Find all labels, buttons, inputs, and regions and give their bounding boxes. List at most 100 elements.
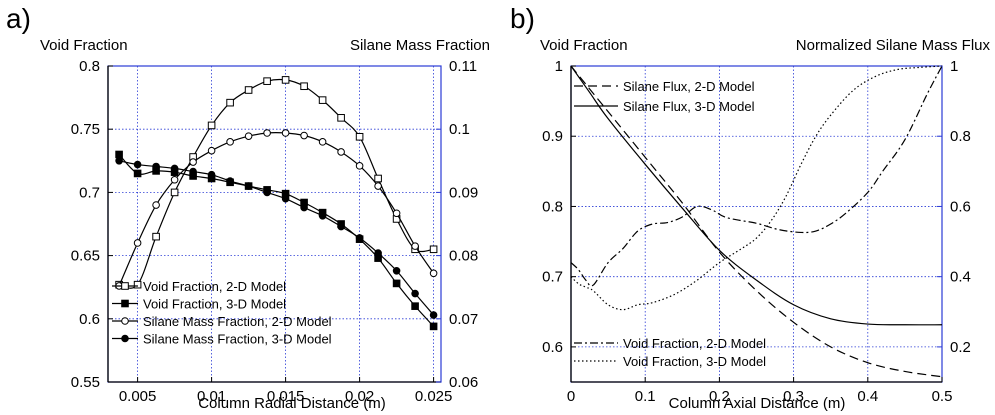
bottom-tick-label: 0.2: [709, 388, 730, 405]
bottom-tick-label: 0: [567, 388, 575, 405]
panel-a-xlabel: Column Radial Distance (m): [198, 395, 386, 412]
legend-label: Void Fraction, 2-D Model: [623, 336, 766, 351]
data-point: [263, 129, 271, 137]
right-tick-label: 0.6: [950, 198, 971, 215]
right-tick-label: 0.11: [449, 58, 477, 75]
data-point: [355, 132, 364, 141]
series-3: [570, 65, 943, 311]
right-tick-label: 0.07: [449, 311, 478, 328]
data-point: [392, 279, 401, 288]
data-point: [207, 170, 216, 179]
data-point: [133, 280, 142, 289]
series-line: [570, 65, 943, 287]
bottom-tick-label: 0.02: [345, 388, 374, 405]
bottom-tick-label: 0.1: [635, 388, 656, 405]
legend-label: Silane Flux, 3-D Model: [623, 99, 755, 114]
panel-b-ylabel: Void Fraction: [540, 37, 628, 54]
data-point: [429, 269, 438, 278]
series-0: [115, 76, 438, 289]
left-tick-label: 0.6: [79, 311, 100, 328]
legend-label: Void Fraction, 3-D Model: [143, 297, 286, 312]
data-point: [189, 167, 197, 176]
series-line: [118, 78, 434, 289]
data-point: [392, 266, 401, 275]
left-tick-label: 0.7: [79, 184, 100, 201]
bottom-tick-label: 0.01: [197, 388, 226, 405]
data-point: [115, 150, 123, 159]
data-point: [392, 209, 401, 218]
data-point: [318, 138, 327, 146]
right-axis-ticks: 0.2 0.4 0.6 0.8 1: [937, 58, 971, 356]
bottom-tick-label: 0.3: [783, 388, 804, 405]
legend-marker: [121, 299, 129, 308]
data-point: [189, 158, 197, 166]
series-line: [570, 65, 943, 311]
series-line: [570, 65, 943, 378]
data-point: [318, 96, 327, 104]
panel-b-xlabel: Column Axial Distance (m): [669, 395, 846, 412]
legend-label: Silane Flux, 2-D Model: [623, 79, 755, 94]
panel-b-letter: b): [510, 3, 535, 34]
data-point: [374, 249, 382, 257]
legend-label: Void Fraction, 3-D Model: [623, 354, 766, 369]
data-point: [244, 86, 253, 94]
data-point: [263, 188, 271, 197]
series-1: [570, 65, 943, 326]
left-tick-label: 0.55: [71, 374, 100, 391]
plot-a: 0.55 0.6 0.65 0.7 0.75 0.8 0.06 0.07 0.08 0.09 0.1…: [71, 58, 478, 405]
data-point: [133, 160, 142, 169]
right-tick-label: 0.1: [449, 121, 470, 138]
series-0: [570, 65, 943, 378]
panel-b: b) Void Fraction Normalized Silane Mass …: [510, 3, 990, 412]
data-point: [244, 132, 253, 140]
bottom-tick-label: 0.5: [932, 388, 953, 405]
series-3: [115, 157, 438, 319]
legend-label: Silane Mass Fraction, 2-D Model: [143, 314, 332, 329]
plot-b: 0.60.70.80.910.20.40.60.810 0.1 0.2 0.3 0.4 0…: [542, 58, 971, 405]
left-tick-label: 0.7: [542, 269, 563, 286]
data-point: [152, 162, 160, 171]
data-point: [170, 175, 179, 184]
legend-0: Void Fraction, 2-D Model Void Fraction, 3…: [112, 279, 332, 347]
left-axis-ticks: 0.55 0.6 0.65 0.7 0.75 0.8: [71, 58, 113, 391]
data-point: [355, 162, 364, 170]
data-point: [429, 245, 438, 254]
data-point: [263, 77, 271, 85]
panel-a-letter: a): [6, 3, 31, 34]
right-tick-label: 0.08: [449, 248, 478, 265]
data-point: [226, 177, 234, 185]
data-point: [374, 182, 382, 190]
bottom-axis-ticks: 0.005 0.01 0.015 0.02 0.025: [119, 377, 453, 405]
left-tick-label: 0.8: [542, 198, 563, 215]
data-point: [300, 203, 308, 212]
data-point: [170, 188, 179, 197]
left-axis-ticks: 0.6 0.7 0.8 0.9 1: [542, 58, 576, 356]
data-point: [281, 194, 290, 203]
data-point: [429, 311, 438, 319]
data-point: [411, 302, 419, 310]
right-tick-label: 0.06: [449, 374, 478, 391]
left-tick-label: 1: [555, 58, 563, 75]
data-point: [133, 239, 142, 247]
data-point: [374, 174, 382, 183]
data-point: [152, 201, 160, 209]
data-point: [115, 157, 123, 165]
data-point: [429, 322, 438, 331]
data-point: [300, 131, 308, 140]
bottom-tick-label: 0.025: [415, 388, 453, 405]
bottom-tick-label: 0.005: [119, 388, 157, 405]
data-point: [170, 164, 179, 173]
data-point: [281, 129, 290, 137]
data-point: [411, 242, 419, 250]
data-point: [337, 148, 345, 156]
data-point: [337, 222, 345, 231]
right-axis-ticks: 0.06 0.07 0.08 0.09 0.1 0.11: [436, 58, 478, 391]
right-tick-label: 0.09: [449, 184, 478, 201]
panel-a-ylabel: Void Fraction: [40, 37, 128, 54]
legend-marker: [121, 282, 129, 290]
panel-b-y2label: Normalized Silane Mass Flux: [796, 37, 991, 54]
bottom-axis-ticks: 0 0.1 0.2 0.3 0.4 0.5: [567, 377, 953, 405]
panel-a-y2label: Silane Mass Fraction: [350, 37, 490, 54]
bottom-tick-label: 0.4: [857, 388, 878, 405]
